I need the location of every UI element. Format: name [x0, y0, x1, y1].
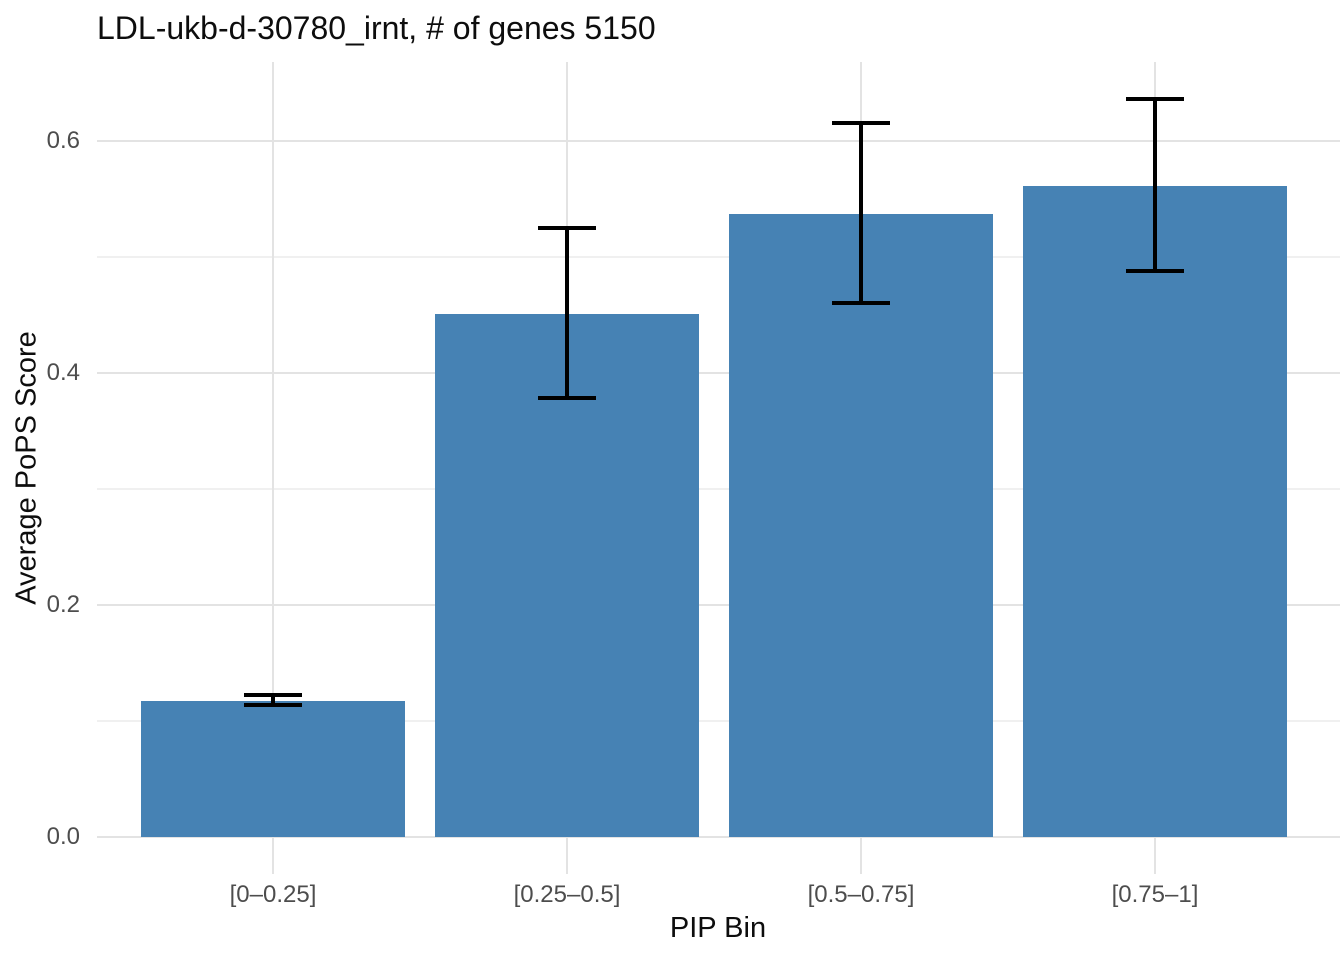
- gridline-major: [97, 139, 1340, 142]
- error-bar-cap-bottom: [538, 396, 596, 401]
- gridline-minor: [97, 255, 1340, 258]
- error-bar-cap-bottom: [1126, 268, 1184, 273]
- error-bar-cap-bottom: [832, 301, 890, 306]
- y-tick-label: 0.2: [46, 590, 80, 618]
- gridline-major: [97, 603, 1340, 606]
- error-bar-cap-top: [1126, 97, 1184, 102]
- y-tick-label: 0.4: [46, 358, 80, 386]
- error-bar-cap-top: [538, 225, 596, 230]
- error-bar-cap-top: [832, 121, 890, 126]
- gridline-vertical: [272, 62, 274, 874]
- bar: [141, 701, 405, 837]
- bar: [435, 313, 699, 837]
- x-axis-title: PIP Bin: [669, 912, 767, 944]
- y-tick-label: 0.6: [46, 126, 80, 154]
- error-bar-line: [565, 225, 569, 401]
- error-bar-cap-top: [244, 693, 302, 698]
- error-bar-line: [859, 121, 863, 306]
- x-tick-label: [0.25–0.5]: [513, 881, 621, 908]
- gridline-minor: [97, 719, 1340, 722]
- bar: [1023, 186, 1287, 837]
- error-bar-line: [1153, 97, 1157, 273]
- plot-panel: [97, 62, 1340, 874]
- chart-title: LDL-ukb-d-30780_irnt, # of genes 5150: [97, 10, 656, 46]
- error-bar-line: [271, 693, 275, 707]
- x-tick-label: [0.75–1]: [1111, 881, 1199, 908]
- gridline-major: [97, 371, 1340, 374]
- gridline-minor: [97, 487, 1340, 490]
- x-tick-label: [0.5–0.75]: [807, 881, 915, 908]
- y-tick-label: 0.0: [46, 822, 80, 850]
- error-bar-cap-bottom: [244, 702, 302, 707]
- gridline-major: [97, 835, 1340, 838]
- x-tick-label: [0–0.25]: [229, 881, 317, 908]
- bar: [729, 213, 993, 837]
